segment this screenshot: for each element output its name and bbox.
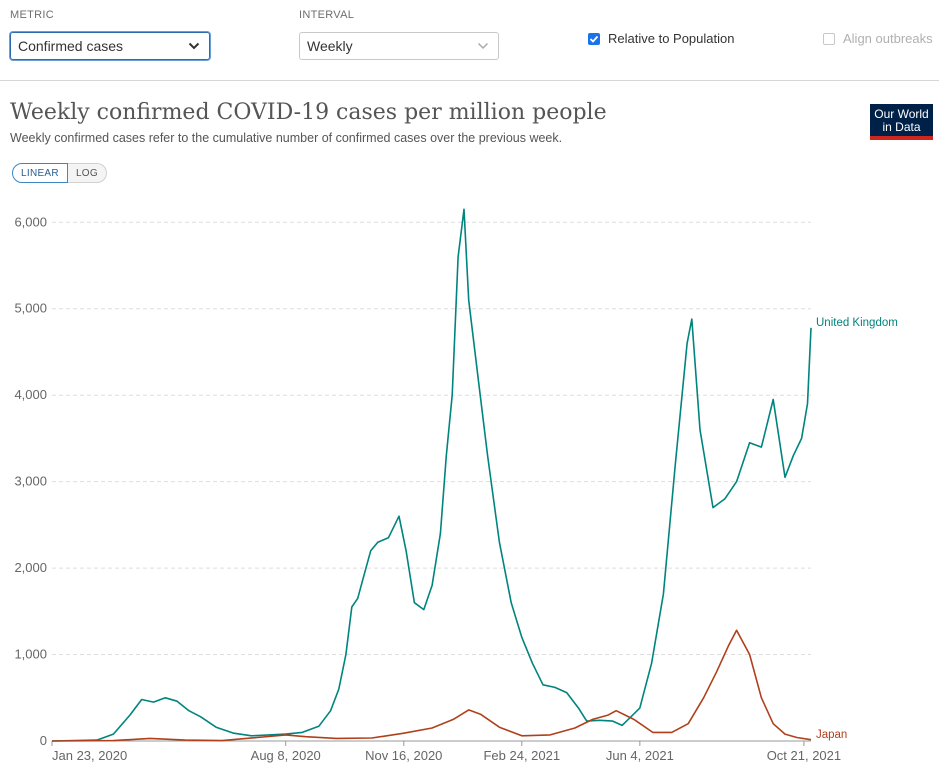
series-line-japan[interactable]: [51, 629, 812, 742]
checkbox-unchecked-icon[interactable]: [823, 32, 835, 45]
series-label: United Kingdom: [816, 317, 898, 329]
checkbox-checked-icon[interactable]: [588, 32, 600, 45]
x-tick-label: Aug 8, 2020: [251, 748, 321, 763]
series-label: Japan: [816, 729, 847, 741]
log-scale-button[interactable]: LOG: [67, 163, 107, 183]
metric-value: Confirmed cases: [18, 38, 124, 54]
relative-to-population-toggle[interactable]: Relative to Population: [588, 31, 734, 46]
x-tick-label: Oct 21, 2021: [767, 748, 841, 763]
x-tick-label: Nov 16, 2020: [365, 748, 442, 763]
y-tick-label: 0: [40, 733, 47, 748]
logo-line-1: Our World: [874, 107, 929, 121]
chevron-down-icon: [188, 42, 200, 50]
interval-label: INTERVAL: [299, 9, 355, 21]
y-tick-label: 3,000: [14, 474, 47, 489]
controls-bar: METRIC Confirmed cases INTERVAL Weekly R…: [0, 0, 939, 81]
chart-subtitle: Weekly confirmed cases refer to the cumu…: [10, 131, 563, 145]
y-tick-label: 1,000: [14, 647, 47, 662]
linear-scale-button[interactable]: LINEAR: [12, 163, 68, 183]
y-tick-label: 5,000: [14, 301, 47, 316]
x-tick-label: Jun 4, 2021: [606, 748, 674, 763]
y-tick-label: 4,000: [14, 387, 47, 402]
chevron-down-icon: [477, 42, 489, 50]
x-tick-label: Jan 23, 2020: [52, 748, 127, 763]
y-tick-label: 2,000: [14, 560, 47, 575]
align-outbreaks-toggle[interactable]: Align outbreaks: [823, 31, 933, 46]
relative-to-population-label: Relative to Population: [608, 31, 735, 46]
y-tick-label: 6,000: [14, 214, 47, 229]
align-outbreaks-label: Align outbreaks: [843, 31, 933, 46]
owid-logo[interactable]: Our World in Data: [870, 104, 933, 140]
chart-title: Weekly confirmed COVID-19 cases per mill…: [10, 100, 607, 125]
series-line-united-kingdom[interactable]: [51, 208, 812, 742]
metric-label: METRIC: [10, 9, 54, 21]
x-tick-label: Feb 24, 2021: [483, 748, 560, 763]
logo-line-2: in Data: [882, 120, 921, 134]
interval-select[interactable]: Weekly: [299, 32, 499, 60]
interval-value: Weekly: [307, 38, 353, 54]
scale-toggle: LINEAR LOG: [12, 163, 107, 183]
metric-select[interactable]: Confirmed cases: [10, 32, 210, 60]
